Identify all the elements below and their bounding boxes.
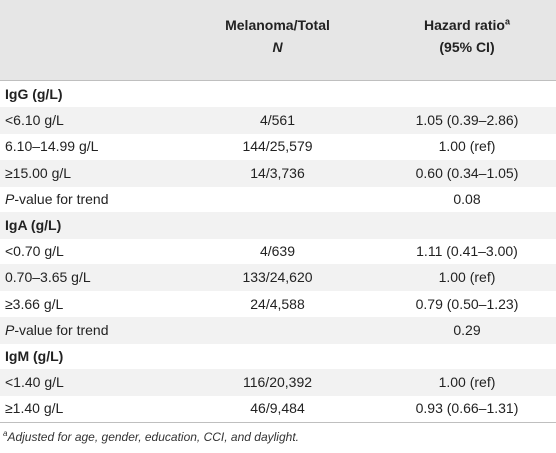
- table-row: P-value for trend 0.29: [0, 316, 556, 344]
- hazard-ratio-cell: 1.11 (0.41–3.00): [416, 243, 518, 260]
- table-row: 6.10–14.99 g/L 144/25,579 1.00 (ref): [0, 133, 556, 160]
- row-label: ≥1.40 g/L: [5, 400, 64, 417]
- table-row: ≥15.00 g/L 14/3,736 0.60 (0.34–1.05): [0, 159, 556, 187]
- footnote-marker: a: [3, 429, 8, 438]
- hazard-ratio-cell: 0.93 (0.66–1.31): [415, 400, 519, 417]
- footer-divider: [0, 422, 556, 423]
- melanoma-total-cell: 4/561: [259, 112, 296, 129]
- hazard-ratio-cell: 1.00 (ref): [438, 138, 496, 155]
- header-n-label: N: [272, 39, 283, 55]
- table-row: 0.70–3.65 g/L 133/24,620 1.00 (ref): [0, 264, 556, 292]
- hazard-ratio-cell: 0.29: [453, 321, 481, 338]
- p-value-rest: -value for trend: [14, 190, 109, 207]
- p-italic: P: [5, 321, 15, 338]
- group-header-row: IgM (g/L): [0, 343, 556, 370]
- row-label: ≥3.66 g/L: [5, 295, 64, 312]
- table-header: Melanoma/Total N Hazard ratioa (95% CI): [0, 0, 556, 80]
- hazard-ratio-cell: 1.00 (ref): [438, 374, 496, 391]
- table-row: <1.40 g/L 116/20,392 1.00 (ref): [0, 369, 556, 397]
- melanoma-total-cell: 14/3,736: [250, 164, 305, 181]
- row-label: <1.40 g/L: [5, 374, 64, 391]
- row-label: 0.70–3.65 g/L: [5, 269, 91, 286]
- hazard-ratio-cell: 1.05 (0.39–2.86): [415, 112, 519, 129]
- header-divider: [0, 80, 556, 81]
- p-value-label: P-value for trend: [5, 317, 109, 344]
- header-melanoma-total: Melanoma/Total N: [200, 14, 355, 58]
- group-header-row: IgG (g/L): [0, 81, 556, 108]
- table-row: ≥1.40 g/L 46/9,484 0.93 (0.66–1.31): [0, 395, 556, 422]
- melanoma-total-cell: 4/639: [259, 243, 296, 260]
- table-row: P-value for trend 0.08: [0, 186, 556, 213]
- p-italic: P: [5, 190, 15, 207]
- table-row: ≥3.66 g/L 24/4,588 0.79 (0.50–1.23): [0, 291, 556, 318]
- hazard-ratio-cell: 1.00 (ref): [438, 269, 496, 286]
- melanoma-total-cell: 46/9,484: [250, 400, 305, 417]
- group-label: IgG (g/L): [5, 86, 63, 102]
- table-row: <6.10 g/L 4/561 1.05 (0.39–2.86): [0, 107, 556, 135]
- p-value-rest: -value for trend: [14, 321, 109, 338]
- header-hazard-ratio-label: Hazard ratio: [424, 17, 505, 33]
- header-ci-label: (95% CI): [439, 39, 495, 55]
- melanoma-total-cell: 116/20,392: [242, 374, 313, 391]
- row-label: <0.70 g/L: [5, 243, 64, 260]
- footnote-text: Adjusted for age, gender, education, CCI…: [7, 430, 299, 444]
- group-label: IgM (g/L): [5, 348, 64, 364]
- hazard-ratio-cell: 0.60 (0.34–1.05): [415, 164, 519, 181]
- melanoma-total-cell: 24/4,588: [250, 295, 305, 312]
- p-value-label: P-value for trend: [5, 186, 109, 213]
- hazard-ratio-cell: 0.79 (0.50–1.23): [415, 295, 519, 312]
- header-melanoma-total-label: Melanoma/Total: [225, 17, 330, 33]
- melanoma-total-cell: 133/24,620: [242, 269, 313, 286]
- hazard-ratio-cell: 0.08: [453, 190, 481, 207]
- header-hazard-ratio: Hazard ratioa (95% CI): [382, 14, 552, 58]
- table-footnote: aAdjusted for age, gender, education, CC…: [3, 429, 299, 445]
- table-row: <0.70 g/L 4/639 1.11 (0.41–3.00): [0, 238, 556, 265]
- group-header-row: IgA (g/L): [0, 212, 556, 239]
- header-footnote-marker: a: [504, 16, 510, 27]
- group-label: IgA (g/L): [5, 217, 62, 233]
- melanoma-total-cell: 144/25,579: [242, 138, 313, 155]
- row-label: <6.10 g/L: [5, 112, 64, 129]
- row-label: ≥15.00 g/L: [5, 164, 72, 181]
- row-label: 6.10–14.99 g/L: [5, 138, 99, 155]
